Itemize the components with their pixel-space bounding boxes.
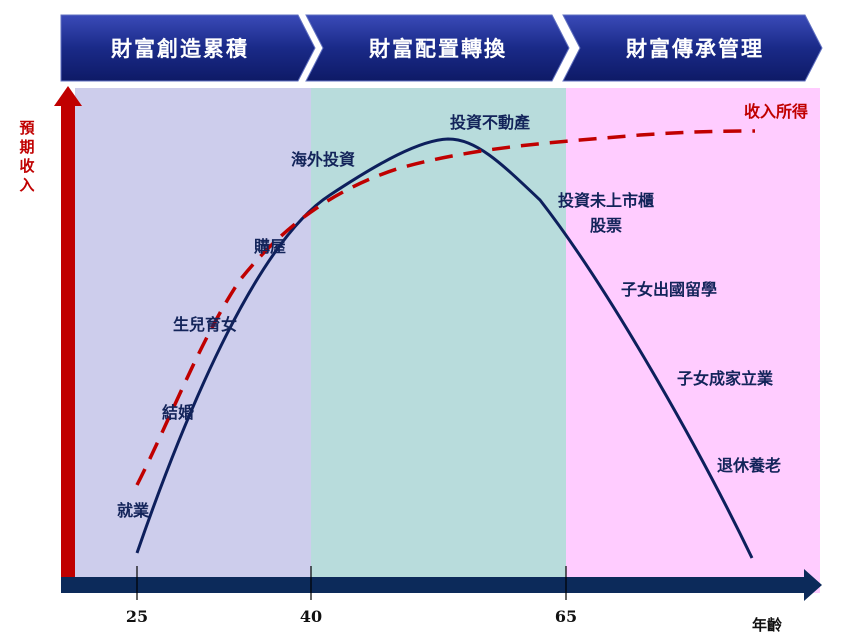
phase-banner-succession: 財富傳承管理: [562, 14, 823, 82]
income-curve: [135, 129, 756, 486]
x-axis-shaft: [61, 577, 806, 593]
phase-region-accumulation: [75, 88, 311, 593]
phase-banner-accumulation: 財富創造累積: [60, 14, 316, 82]
x-tick-label-40: 40: [300, 607, 322, 626]
life-stage-label: 股票: [590, 216, 622, 235]
y-axis-shaft: [61, 105, 75, 593]
phase-label-allocation: 財富配置轉換: [369, 37, 507, 61]
y-axis-title: 預 期 收 入: [19, 119, 35, 194]
life-stage-curve: [135, 137, 754, 559]
life-stage-label: 結婚: [162, 403, 194, 422]
x-tick-label-25: 25: [126, 607, 148, 626]
y-axis-title-char: 期: [19, 138, 34, 156]
income-curve-label: 收入所得: [744, 102, 808, 121]
life-stage-label: 子女出國留學: [621, 280, 717, 299]
life-stage-label: 海外投資: [291, 150, 355, 169]
y-axis-arrowhead: [54, 86, 82, 106]
life-stage-label: 子女成家立業: [677, 369, 774, 388]
life-stage-label: 購屋: [253, 237, 286, 256]
y-axis: [54, 86, 82, 593]
life-stage-label: 退休養老: [717, 456, 781, 475]
phase-banner-allocation: 財富配置轉換: [305, 14, 570, 82]
phase-label-accumulation: 財富創造累積: [111, 37, 249, 61]
y-axis-title-char: 收: [19, 157, 34, 175]
y-axis-title-char: 入: [19, 176, 34, 194]
life-stage-label: 生兒育女: [173, 315, 237, 334]
y-axis-title-char: 預: [19, 119, 35, 137]
x-axis: [61, 569, 822, 601]
phase-region-allocation: [311, 88, 566, 593]
life-stage-label: 就業: [117, 501, 150, 520]
phase-label-succession: 財富傳承管理: [626, 37, 764, 61]
life-stage-label: 投資未上市櫃: [558, 191, 654, 210]
life-stage-label: 投資不動產: [450, 113, 530, 132]
phase-region-succession: [566, 88, 820, 593]
x-tick-label-65: 65: [555, 607, 577, 626]
x-axis-title: 年齡: [752, 616, 782, 634]
x-axis-arrowhead: [804, 569, 822, 601]
